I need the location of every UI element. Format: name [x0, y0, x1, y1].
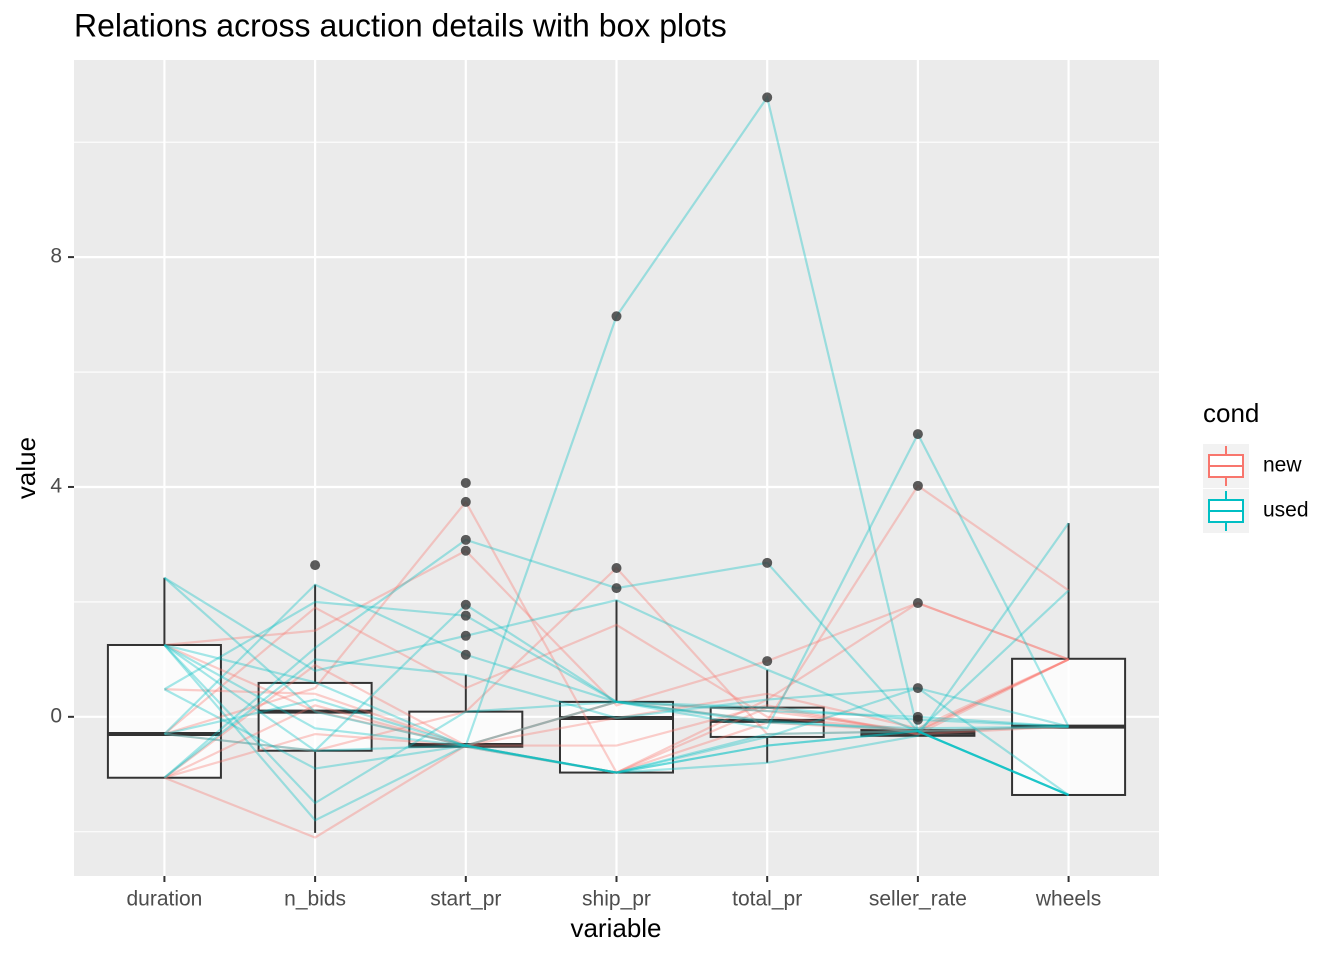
y-tick-label: 8	[50, 245, 62, 268]
x-tick-label: total_pr	[732, 888, 802, 911]
profile-line	[164, 658, 1070, 839]
box	[408, 710, 524, 748]
x-tick-label: wheels	[1035, 888, 1101, 911]
y-tick-label: 0	[50, 704, 62, 727]
profile-line	[164, 704, 1069, 779]
legend-label: new	[1263, 454, 1302, 477]
profile-line	[163, 644, 1070, 822]
outlier	[762, 92, 773, 103]
outlier	[611, 311, 622, 322]
outlier	[460, 545, 471, 556]
box	[558, 700, 675, 774]
y-axis-title: value	[11, 437, 41, 499]
x-tick-label: start_pr	[430, 888, 501, 911]
profile-line	[164, 522, 1070, 774]
x-tick-label: n_bids	[284, 888, 346, 911]
outlier	[460, 534, 471, 545]
outlier	[460, 610, 471, 621]
outlier	[762, 557, 773, 568]
outlier	[460, 630, 471, 641]
profile-line	[163, 644, 1070, 796]
legend-label: used	[1263, 499, 1309, 522]
chart-title: Relations across auction details with bo…	[74, 7, 727, 43]
outlier	[912, 480, 923, 491]
outlier	[460, 496, 471, 507]
outlier	[912, 598, 923, 609]
outlier	[310, 560, 321, 571]
profile-line	[163, 643, 1069, 747]
axes: 0 4 8 duration n_bids start_pr ship_pr total_pr…	[50, 245, 1101, 911]
profile-line	[163, 576, 1070, 733]
outlier	[912, 683, 923, 694]
profile-line	[163, 576, 1070, 796]
outlier	[460, 649, 471, 660]
profile-line	[163, 583, 1069, 735]
outlier	[460, 477, 471, 488]
box	[257, 681, 373, 752]
profile-line	[163, 644, 1070, 796]
outlier	[611, 583, 622, 594]
x-tick-label: ship_pr	[582, 888, 651, 911]
x-axis-title: variable	[570, 913, 661, 943]
profile-line	[163, 658, 1070, 779]
outliers	[310, 92, 923, 725]
profile-line	[163, 658, 1070, 779]
outlier	[611, 562, 622, 573]
x-tick-label: duration	[126, 888, 202, 911]
y-tick-label: 4	[50, 475, 62, 498]
profile-line	[163, 606, 1069, 735]
outlier	[912, 429, 923, 440]
outlier	[460, 599, 471, 610]
outlier	[912, 714, 923, 725]
legend-title: cond	[1203, 398, 1259, 428]
legend: new used	[1203, 444, 1309, 533]
outlier	[762, 656, 773, 667]
boxes	[106, 523, 1127, 833]
box	[106, 643, 222, 779]
x-tick-label: seller_rate	[869, 888, 967, 911]
